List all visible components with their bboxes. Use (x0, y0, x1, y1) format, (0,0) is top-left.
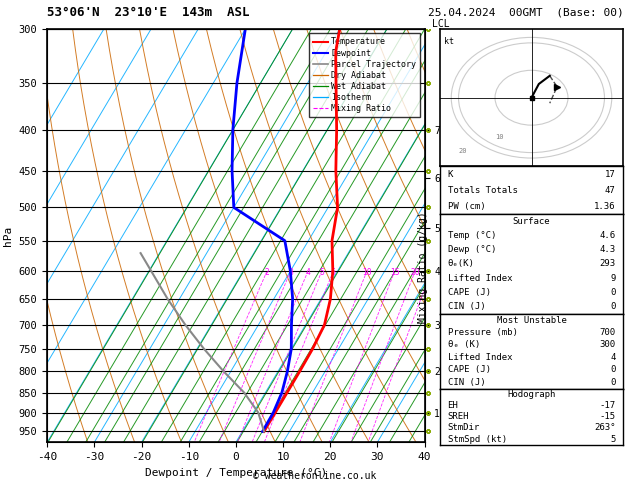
Text: 0: 0 (610, 302, 615, 311)
Text: 5: 5 (320, 268, 325, 277)
Text: 300: 300 (599, 341, 615, 349)
Text: Most Unstable: Most Unstable (496, 315, 567, 325)
Text: Dewp (°C): Dewp (°C) (448, 245, 496, 254)
Text: EH: EH (448, 401, 459, 410)
Text: 17: 17 (604, 170, 615, 179)
Text: CIN (J): CIN (J) (448, 378, 485, 387)
Text: 47: 47 (604, 186, 615, 195)
Text: 10: 10 (495, 134, 504, 140)
Text: 4: 4 (610, 353, 615, 362)
Text: PW (cm): PW (cm) (448, 202, 485, 210)
Text: StmSpd (kt): StmSpd (kt) (448, 434, 507, 444)
Text: Temp (°C): Temp (°C) (448, 231, 496, 240)
Text: SREH: SREH (448, 412, 469, 421)
Text: CAPE (J): CAPE (J) (448, 288, 491, 297)
Text: 3: 3 (288, 268, 293, 277)
Text: StmDir: StmDir (448, 423, 480, 433)
Text: 4: 4 (306, 268, 311, 277)
Text: Lifted Index: Lifted Index (448, 353, 512, 362)
Text: -15: -15 (599, 412, 615, 421)
Text: θₑ(K): θₑ(K) (448, 260, 474, 268)
Text: CAPE (J): CAPE (J) (448, 365, 491, 374)
Text: 0: 0 (610, 378, 615, 387)
Text: 20: 20 (459, 148, 467, 154)
Text: CIN (J): CIN (J) (448, 302, 485, 311)
Text: Surface: Surface (513, 217, 550, 226)
Text: 2: 2 (265, 268, 269, 277)
Legend: Temperature, Dewpoint, Parcel Trajectory, Dry Adiabat, Wet Adiabat, Isotherm, Mi: Temperature, Dewpoint, Parcel Trajectory… (309, 34, 420, 117)
Text: 263°: 263° (594, 423, 615, 433)
Text: 10: 10 (362, 268, 372, 277)
Text: Lifted Index: Lifted Index (448, 274, 512, 283)
Text: 6: 6 (331, 268, 336, 277)
Text: © weatheronline.co.uk: © weatheronline.co.uk (253, 471, 376, 481)
Y-axis label: km
ASL: km ASL (448, 236, 465, 257)
Text: Mixing Ratio (g/kg): Mixing Ratio (g/kg) (418, 211, 428, 323)
Text: Hodograph: Hodograph (508, 390, 555, 399)
Text: LCL: LCL (432, 19, 450, 29)
Text: -17: -17 (599, 401, 615, 410)
Text: 0: 0 (610, 288, 615, 297)
Text: kt: kt (444, 37, 454, 46)
X-axis label: Dewpoint / Temperature (°C): Dewpoint / Temperature (°C) (145, 468, 327, 478)
Text: 20: 20 (410, 268, 420, 277)
Text: 25.04.2024  00GMT  (Base: 00): 25.04.2024 00GMT (Base: 00) (428, 7, 623, 17)
Y-axis label: hPa: hPa (3, 226, 13, 246)
Text: 4.3: 4.3 (599, 245, 615, 254)
Text: 5: 5 (610, 434, 615, 444)
Text: 9: 9 (610, 274, 615, 283)
Text: 15: 15 (390, 268, 399, 277)
Text: 700: 700 (599, 328, 615, 337)
Text: Pressure (mb): Pressure (mb) (448, 328, 518, 337)
Text: 1.36: 1.36 (594, 202, 615, 210)
Text: K: K (448, 170, 453, 179)
Text: 4.6: 4.6 (599, 231, 615, 240)
Text: Totals Totals: Totals Totals (448, 186, 518, 195)
Text: 293: 293 (599, 260, 615, 268)
Text: θₑ (K): θₑ (K) (448, 341, 480, 349)
Text: 53°06'N  23°10'E  143m  ASL: 53°06'N 23°10'E 143m ASL (47, 6, 250, 18)
Text: 0: 0 (610, 365, 615, 374)
